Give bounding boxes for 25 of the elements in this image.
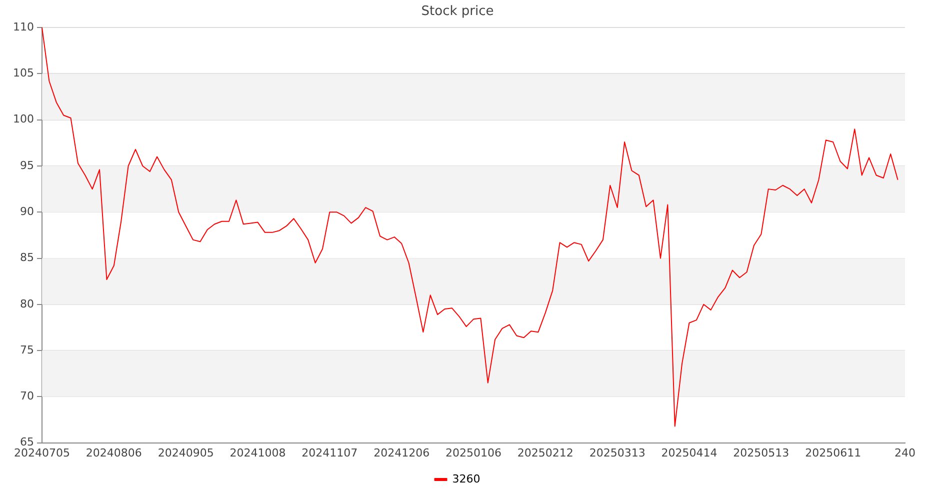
chart-title: Stock price: [421, 4, 494, 20]
x-tick-label: 20250313: [589, 446, 646, 460]
x-tick-label: 20240806: [86, 446, 142, 460]
x-tick-label: 20240905: [158, 446, 214, 460]
x-tick-label: 20250513: [733, 446, 790, 460]
y-tick-label: 100: [12, 112, 34, 126]
y-tick-label: 95: [20, 158, 34, 172]
y-tick-label: 105: [12, 66, 34, 80]
x-tick-label: 20240705: [14, 446, 70, 460]
y-tick-label: 90: [20, 204, 34, 218]
y-tick-label: 70: [20, 390, 34, 403]
x-tick-label: 20241008: [230, 446, 286, 460]
x-tick-label: 240: [894, 446, 916, 460]
x-tick-label: 20250212: [517, 446, 574, 460]
x-tick-label: 20250106: [446, 446, 502, 460]
y-tick-label: 80: [20, 297, 34, 310]
y-tick-label: 110: [12, 20, 34, 34]
x-tick-label: 20241206: [374, 446, 430, 460]
x-tick-label: 20250611: [805, 446, 862, 460]
y-tick-label: 85: [20, 251, 34, 264]
x-tick-label: 20250414: [661, 446, 718, 460]
y-tick-label: 65: [20, 436, 34, 449]
legend-label: 3260: [452, 472, 480, 486]
y-tick-label: 75: [20, 343, 34, 356]
x-tick-label: 20241107: [302, 446, 358, 460]
